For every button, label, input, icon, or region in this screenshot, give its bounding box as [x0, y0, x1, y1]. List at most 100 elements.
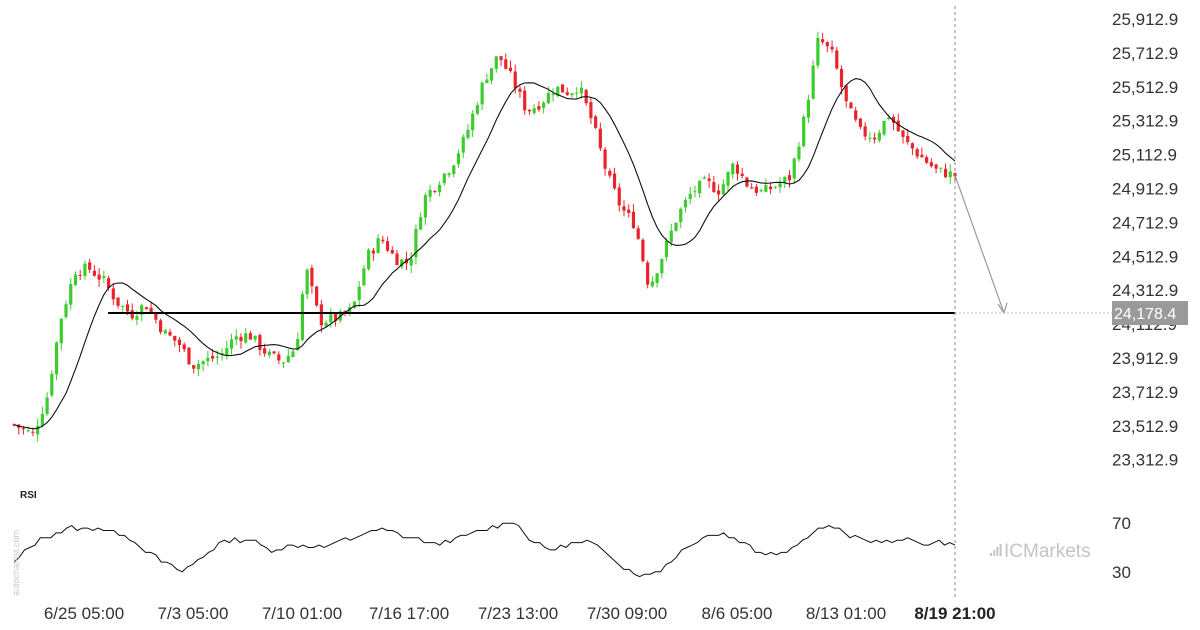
candle-body [811, 65, 815, 99]
candle-body [333, 313, 338, 322]
candle-body [173, 335, 177, 341]
candle-body [305, 269, 309, 295]
candle-body [839, 68, 844, 88]
candle-body [234, 336, 238, 340]
candle-body [844, 85, 848, 102]
brand-logo-bar [999, 544, 1002, 556]
candle-body [229, 339, 234, 349]
candle-body [348, 307, 352, 313]
candle-body [532, 108, 536, 114]
candle-body [934, 164, 938, 169]
candle-body [130, 310, 134, 319]
candle-body [773, 186, 777, 188]
candle-body [300, 294, 305, 340]
candle-body [787, 175, 792, 181]
candle-body [523, 90, 527, 111]
candle-body [527, 109, 532, 112]
candle-body [712, 182, 716, 192]
candle-body [54, 342, 59, 375]
candle-body [669, 230, 673, 243]
candle-body [575, 92, 579, 94]
candle-body [745, 177, 749, 187]
candle-body [158, 320, 163, 333]
candle-body [116, 297, 120, 306]
candle-body [499, 56, 503, 61]
candle-body [400, 259, 404, 267]
price-axis: 25,912.9 25,712.9 25,512.9 25,312.9 25,112.9… [1112, 10, 1178, 470]
candle-body [239, 336, 243, 342]
candle-body [362, 268, 366, 286]
candle-body [721, 184, 725, 195]
time-tick-label: 8/6 05:00 [702, 604, 773, 623]
price-tick-label: 25,312.9 [1112, 112, 1178, 131]
brand-logo-bar [993, 550, 996, 556]
candle-body [948, 171, 952, 178]
candle-body [882, 120, 886, 135]
candle-body [149, 307, 153, 313]
rsi-line [13, 522, 956, 578]
candle-body [655, 273, 659, 283]
candlestick-series [12, 31, 957, 442]
candle-body [267, 351, 271, 356]
candle-body [608, 170, 612, 176]
candle-body [707, 178, 711, 181]
time-tick-label: 7/16 17:00 [369, 604, 449, 623]
ma-line [13, 78, 956, 430]
candle-body [674, 222, 678, 231]
candle-body [471, 113, 475, 131]
candle-body [272, 351, 276, 354]
candle-body [371, 250, 375, 254]
candle-body [854, 110, 858, 120]
candle-body [925, 157, 929, 163]
candle-body [759, 190, 763, 192]
candle-body [750, 187, 754, 189]
candle-body [277, 354, 281, 361]
candle-body [329, 314, 333, 323]
time-tick-label: 7/30 09:00 [587, 604, 667, 623]
candle-body [163, 330, 167, 334]
candle-body [211, 355, 215, 359]
candle-body [835, 50, 839, 69]
candle-body [97, 274, 101, 280]
candle-body [820, 39, 825, 43]
candle-body [579, 87, 584, 94]
candle-body [688, 193, 692, 199]
candle-body [69, 283, 73, 305]
candle-body [452, 165, 456, 175]
candle-body [641, 239, 645, 262]
candle-body [220, 353, 224, 355]
candle-body [887, 117, 891, 119]
candle-body [291, 351, 295, 357]
candle-body [192, 365, 196, 369]
candle-body [485, 79, 489, 83]
candle-body [631, 211, 636, 229]
price-tick-label: 23,312.9 [1112, 451, 1178, 470]
candle-body [466, 129, 470, 138]
candle-body [735, 164, 740, 174]
candle-body [102, 276, 106, 279]
candle-body [896, 120, 900, 132]
candle-body [702, 177, 706, 179]
candle-body [679, 208, 683, 223]
rsi-label: RSI [20, 490, 37, 501]
candle-body [754, 186, 758, 193]
candle-body [660, 258, 664, 274]
time-tick-label: 6/25 05:00 [44, 604, 124, 623]
candle-body [409, 258, 413, 266]
candle-body [612, 173, 617, 189]
candle-body [461, 136, 465, 153]
price-tick-label: 23,512.9 [1112, 417, 1178, 436]
candle-body [168, 331, 172, 336]
candle-body [664, 240, 669, 258]
rsi-tick-label: 30 [1112, 563, 1131, 582]
candle-body [627, 209, 631, 214]
candle-body [352, 301, 357, 308]
candle-body [78, 275, 82, 277]
candle-body [542, 102, 546, 108]
candle-body [45, 397, 49, 414]
candle-body [50, 373, 54, 396]
candle-body [433, 190, 437, 192]
time-tick-label: 7/3 05:00 [158, 604, 229, 623]
watermark-text: autochartist.com [11, 530, 21, 596]
candle-body [423, 195, 427, 218]
